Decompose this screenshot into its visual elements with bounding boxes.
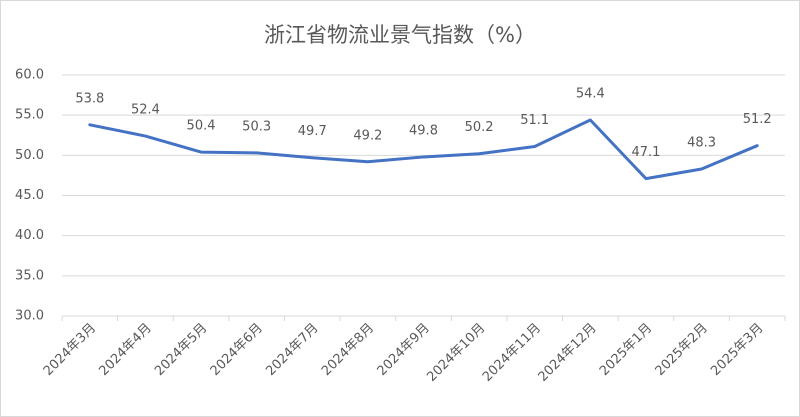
y-tick-label: 60.0	[15, 68, 44, 83]
data-label: 50.3	[242, 119, 271, 134]
y-tick-label: 45.0	[15, 188, 44, 203]
data-label: 47.1	[631, 145, 660, 160]
y-tick-label: 55.0	[15, 108, 44, 123]
data-label: 51.2	[743, 112, 772, 127]
y-tick-label: 40.0	[15, 228, 44, 243]
data-label: 49.2	[353, 128, 382, 143]
data-label: 52.4	[131, 103, 160, 118]
y-tick-label: 35.0	[15, 268, 44, 283]
data-label: 51.1	[520, 113, 549, 128]
data-label: 54.4	[576, 86, 605, 101]
data-label: 49.8	[409, 123, 438, 138]
data-line	[88, 118, 759, 181]
y-tick-label: 50.0	[15, 148, 44, 163]
data-label: 50.4	[187, 119, 216, 134]
y-tick-label: 30.0	[15, 309, 44, 324]
data-label: 48.3	[687, 135, 716, 150]
chart-title: 浙江省物流业景气指数（%）	[264, 23, 536, 47]
data-label: 49.7	[298, 124, 327, 139]
data-label: 53.8	[75, 91, 104, 106]
data-label: 50.2	[465, 120, 494, 135]
